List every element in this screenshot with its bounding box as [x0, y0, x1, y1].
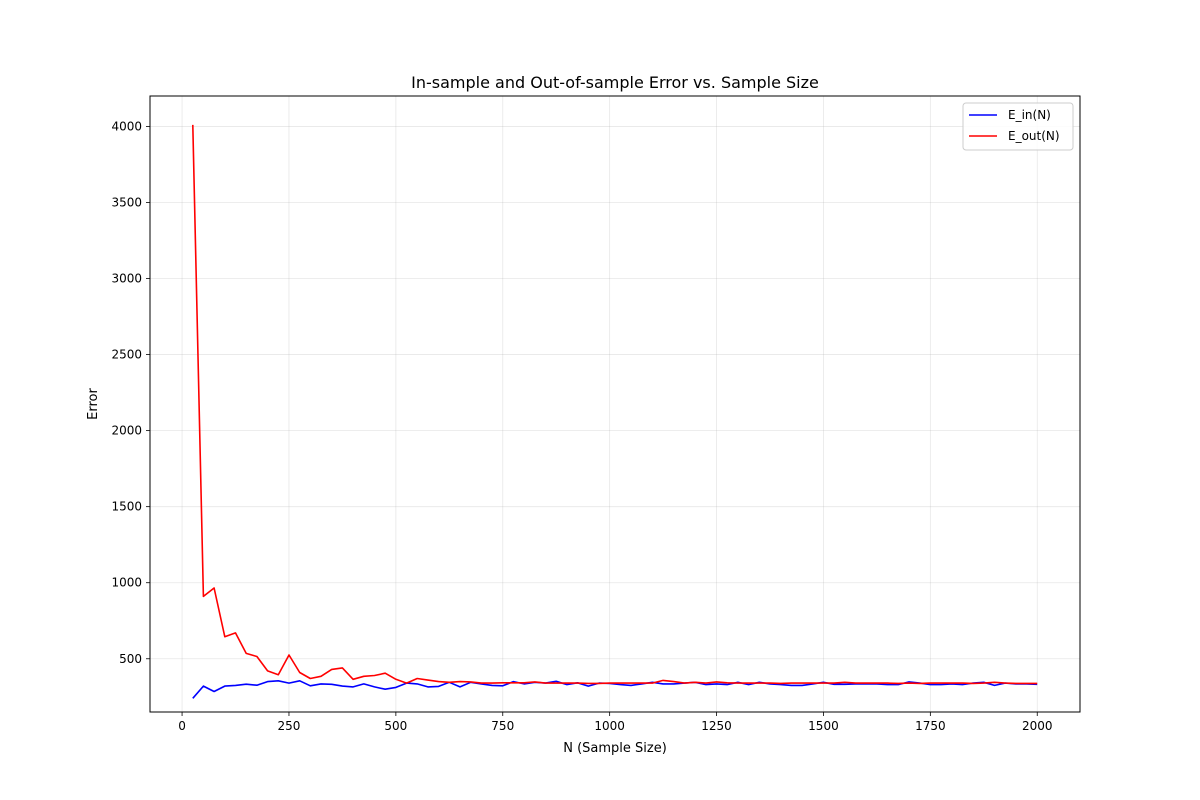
- y-axis-label: Error: [86, 388, 101, 420]
- x-axis-label: N (Sample Size): [563, 741, 667, 756]
- x-tick-label: 250: [278, 719, 301, 733]
- grid-layer: [150, 96, 1080, 712]
- x-tick-label: 0: [178, 719, 186, 733]
- legend-label: E_out(N): [1008, 129, 1060, 143]
- y-axis-ticks: 500 1000 1500 2000 2500 3000 3500 4000: [111, 119, 150, 666]
- x-tick-label: 1750: [915, 719, 946, 733]
- y-tick-label: 3000: [111, 272, 142, 286]
- y-tick-label: 1500: [111, 500, 142, 514]
- y-tick-label: 1000: [111, 576, 142, 590]
- series-line-e-in: [192, 679, 1038, 699]
- x-tick-label: 1000: [594, 719, 625, 733]
- y-tick-label: 3500: [111, 195, 142, 209]
- y-tick-label: 500: [119, 652, 142, 666]
- y-tick-label: 2500: [111, 348, 142, 362]
- x-tick-label: 2000: [1022, 719, 1053, 733]
- x-tick-label: 750: [491, 719, 514, 733]
- series-layer: [192, 124, 1038, 699]
- legend-label: E_in(N): [1008, 108, 1051, 122]
- series-line-e-out: [192, 124, 1038, 685]
- y-tick-label: 2000: [111, 424, 142, 438]
- x-tick-label: 1500: [808, 719, 839, 733]
- y-tick-label: 4000: [111, 119, 142, 133]
- x-axis-ticks: 0 250 500 750 1000 1250 1500 1750 2000: [178, 712, 1053, 733]
- legend: E_in(N) E_out(N): [962, 102, 1074, 151]
- x-tick-label: 500: [384, 719, 407, 733]
- plot-frame: [149, 95, 1081, 713]
- chart-title: In-sample and Out-of-sample Error vs. Sa…: [411, 73, 819, 92]
- x-tick-label: 1250: [701, 719, 732, 733]
